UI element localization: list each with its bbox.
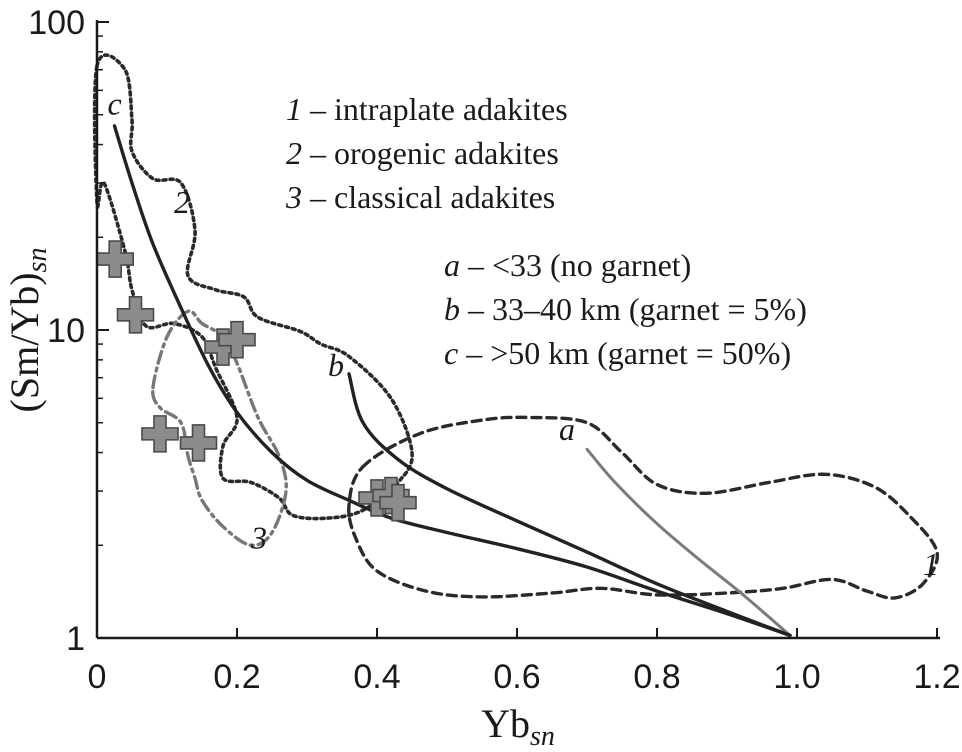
sample-markers xyxy=(96,240,417,522)
sample-marker xyxy=(218,320,256,359)
legend-field-3: 3 – classical adakites xyxy=(285,179,555,215)
y-tick-label: 1 xyxy=(66,620,85,658)
legend-field-2: 2 – orogenic adakites xyxy=(286,135,559,171)
sample-marker xyxy=(116,296,155,334)
x-tick-label: 0.8 xyxy=(633,658,680,696)
curve-a-line xyxy=(585,447,792,637)
field-3-outline xyxy=(151,309,288,548)
curve-series: a b c xyxy=(108,86,792,638)
sample-marker xyxy=(379,483,417,522)
y-tick-label: 100 xyxy=(28,4,85,42)
x-tick-label: 0.4 xyxy=(353,658,400,696)
legend-curve-c: c – >50 km (garnet = 50%) xyxy=(444,335,791,371)
x-axis-title: Ybsn xyxy=(481,701,555,752)
curve-b-line xyxy=(347,372,792,638)
legend-fields: 1 – intraplate adakites 2 – orogenic ada… xyxy=(285,91,568,215)
field-2-label: 2 xyxy=(174,184,190,220)
field-1-label: 1 xyxy=(923,546,939,582)
curve-a-label: a xyxy=(559,411,575,447)
curve-b-label: b xyxy=(328,347,344,383)
legend-curve-b: b – 33–40 km (garnet = 5%) xyxy=(444,291,807,327)
legend-curve-a: a – <33 (no garnet) xyxy=(444,247,691,283)
x-tick-label: 0 xyxy=(88,658,107,696)
legend-curves: a – <33 (no garnet) b – 33–40 km (garnet… xyxy=(444,247,807,371)
y-tick-label: 10 xyxy=(47,312,85,350)
curve-c-label: c xyxy=(108,86,122,122)
x-tick-label: 0.6 xyxy=(493,658,540,696)
field-1-outline xyxy=(347,415,940,600)
field-3-label: 3 xyxy=(250,520,267,556)
x-tick-label: 1.2 xyxy=(913,658,960,696)
x-tick-label: 1.0 xyxy=(773,658,820,696)
sample-marker xyxy=(141,415,179,453)
y-axis-title: (Sm/Yb)sn xyxy=(2,248,53,413)
sample-marker xyxy=(179,424,218,462)
curve-c-line xyxy=(112,124,792,638)
legend-field-1: 1 – intraplate adakites xyxy=(286,91,568,127)
x-tick-label: 0.2 xyxy=(213,658,260,696)
axis-ticks: 0 0.2 0.4 0.6 0.8 1.0 1.2 1 10 100 xyxy=(28,4,960,696)
